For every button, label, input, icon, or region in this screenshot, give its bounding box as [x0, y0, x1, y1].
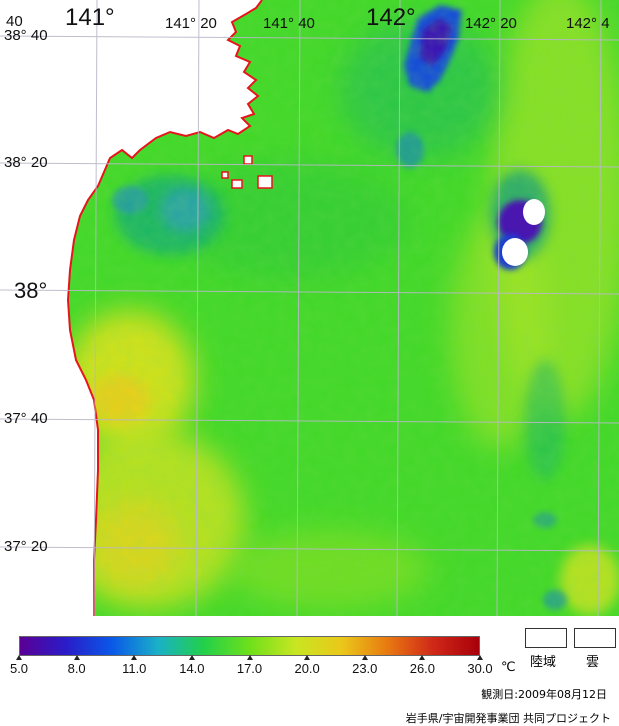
land-legend-label: 陸域	[530, 655, 557, 670]
cloud-legend-label: 雲	[586, 655, 600, 670]
observation-date: 観測日:2009年08月12日	[481, 688, 607, 701]
color-scale-tick-mark	[477, 655, 483, 660]
longitude-label: 141°	[65, 4, 115, 31]
temperature-color-scale	[19, 636, 480, 656]
color-scale-tick-mark	[419, 655, 426, 660]
longitude-label: 141° 20	[165, 15, 217, 32]
latitude-label: 38°	[14, 278, 48, 303]
color-scale-tick-mark	[16, 655, 22, 660]
longitude-label: 142° 4	[566, 15, 610, 32]
color-scale-tick-label: 20.0	[294, 661, 320, 676]
color-scale-tick-label: 30.0	[467, 661, 493, 676]
latitude-label: 38° 20	[4, 154, 48, 171]
color-scale-tick-mark	[188, 655, 195, 660]
color-scale-tick-mark	[246, 655, 253, 660]
cloud-patch	[494, 199, 545, 270]
color-scale-tick-label: 17.0	[236, 661, 263, 676]
sea-surface-temperature-map: 40 141° 141° 20 141° 40 142° 142° 20 142…	[0, 0, 619, 616]
land-area	[0, 0, 262, 616]
graticule	[0, 0, 619, 616]
color-scale-tick-label: 11.0	[122, 661, 147, 676]
color-scale-tick-mark	[73, 655, 80, 660]
map-canvas	[0, 0, 619, 616]
land-legend-swatch	[525, 628, 567, 648]
project-credit: 岩手県/宇宙開発事業団 共同プロジェクト	[405, 712, 611, 725]
latitude-label: 37° 40	[4, 410, 48, 427]
latitude-label: 38° 40	[4, 27, 48, 44]
color-scale-tick-label: 26.0	[409, 661, 436, 676]
small-islands	[221, 155, 273, 189]
coastline	[66, 0, 263, 616]
cloud-legend-swatch	[574, 628, 616, 648]
color-scale-tick-mark	[131, 655, 138, 660]
longitude-label: 141° 40	[263, 15, 315, 32]
color-scale-tick-label: 8.0	[67, 661, 86, 676]
color-scale-tick-mark	[304, 655, 311, 660]
longitude-label: 142°	[366, 4, 416, 31]
color-scale-tick-label: 23.0	[352, 661, 378, 676]
latitude-label: 37° 20	[4, 538, 48, 555]
longitude-label: 142° 20	[465, 15, 517, 32]
temperature-unit: ℃	[501, 660, 516, 675]
color-scale-tick-label: 5.0	[9, 661, 29, 676]
longitude-label: 40	[6, 13, 23, 30]
color-scale-tick-label: 14.0	[179, 661, 205, 676]
color-scale-tick-mark	[361, 655, 368, 660]
